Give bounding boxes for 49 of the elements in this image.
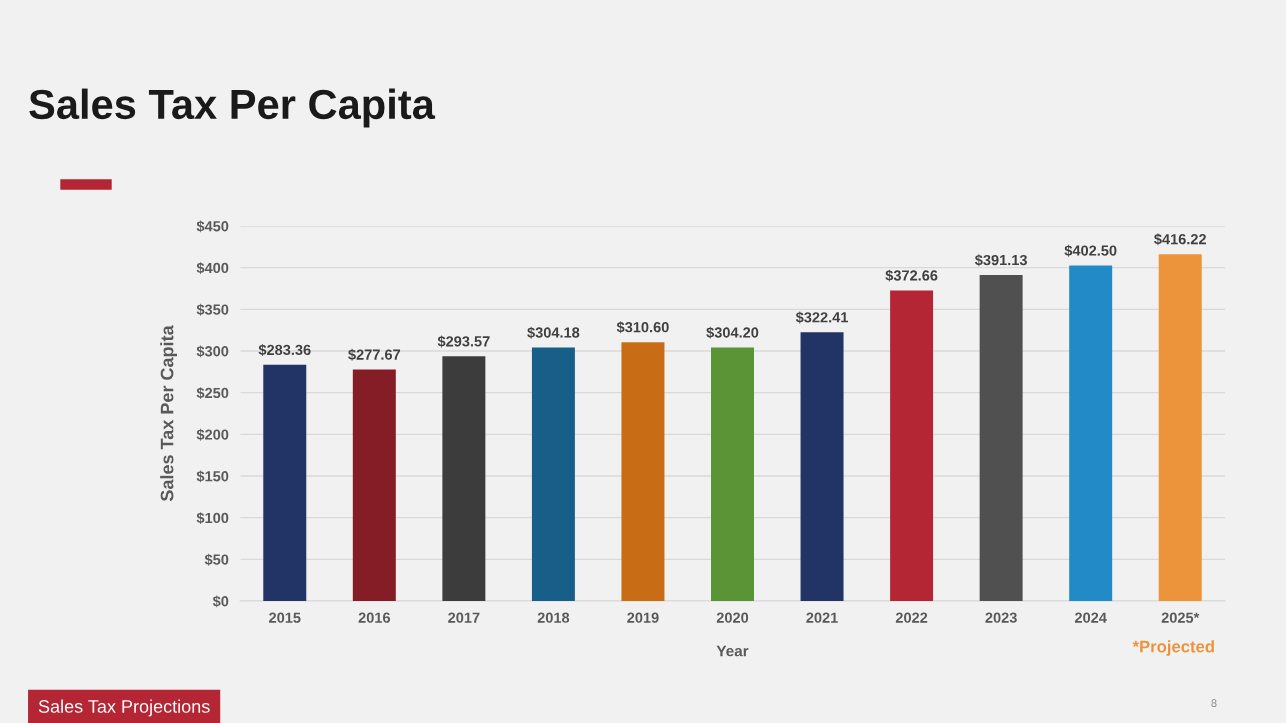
data-label: $372.66 bbox=[885, 269, 938, 282]
data-label: $322.41 bbox=[795, 311, 848, 324]
x-tick-label: 2025* bbox=[1161, 612, 1200, 623]
x-tick-label: 2019 bbox=[627, 612, 659, 623]
y-tick-label: $250 bbox=[196, 387, 229, 400]
bar bbox=[352, 369, 396, 601]
y-tick-label: $150 bbox=[196, 470, 229, 483]
bar bbox=[531, 347, 575, 601]
data-label: $416.22 bbox=[1154, 233, 1206, 246]
y-tick-label: $400 bbox=[196, 262, 229, 275]
bar bbox=[890, 290, 934, 601]
data-label: $304.20 bbox=[706, 326, 759, 339]
x-tick-label: 2018 bbox=[537, 612, 570, 623]
y-tick-label: $450 bbox=[196, 220, 229, 233]
data-label: $283.36 bbox=[258, 344, 311, 356]
data-label: $277.67 bbox=[348, 348, 401, 361]
bar bbox=[800, 332, 844, 601]
bar bbox=[711, 347, 754, 601]
bar bbox=[621, 342, 665, 601]
bar bbox=[1158, 254, 1202, 601]
x-tick-label: 2021 bbox=[806, 612, 838, 623]
x-tick-label: 2016 bbox=[358, 612, 391, 623]
bar bbox=[263, 364, 307, 601]
x-tick-label: 2024 bbox=[1074, 612, 1107, 623]
bar bbox=[1069, 265, 1113, 601]
y-tick-label: $350 bbox=[196, 303, 229, 316]
x-tick-label: 2022 bbox=[895, 612, 928, 623]
y-tick-label: $300 bbox=[196, 345, 229, 358]
y-tick-label: $50 bbox=[204, 553, 229, 566]
bar bbox=[442, 356, 486, 601]
x-tick-label: 2023 bbox=[985, 612, 1017, 623]
text: 8 bbox=[1211, 699, 1217, 707]
x-tick-label: 2015 bbox=[269, 612, 301, 623]
x-tick-label: 2020 bbox=[716, 612, 749, 623]
text: *Projected bbox=[1132, 640, 1214, 656]
y-tick-label: $200 bbox=[196, 428, 229, 441]
data-label: $402.50 bbox=[1064, 244, 1117, 257]
chart-title: Sales Tax Per Capita bbox=[29, 88, 436, 128]
y-tick-label: $0 bbox=[212, 595, 229, 608]
bar bbox=[979, 275, 1023, 601]
x-tick-label: 2017 bbox=[448, 612, 480, 623]
data-label: $310.60 bbox=[616, 321, 669, 334]
data-label: $391.13 bbox=[974, 254, 1027, 267]
x-axis-title: Year bbox=[716, 645, 749, 657]
data-label: $293.57 bbox=[437, 335, 490, 348]
y-axis-title: Sales Tax Per Capita bbox=[160, 325, 178, 502]
y-tick-label: $100 bbox=[196, 512, 229, 525]
data-label: $304.18 bbox=[527, 326, 580, 339]
text: Sales Tax Projections bbox=[38, 699, 210, 717]
